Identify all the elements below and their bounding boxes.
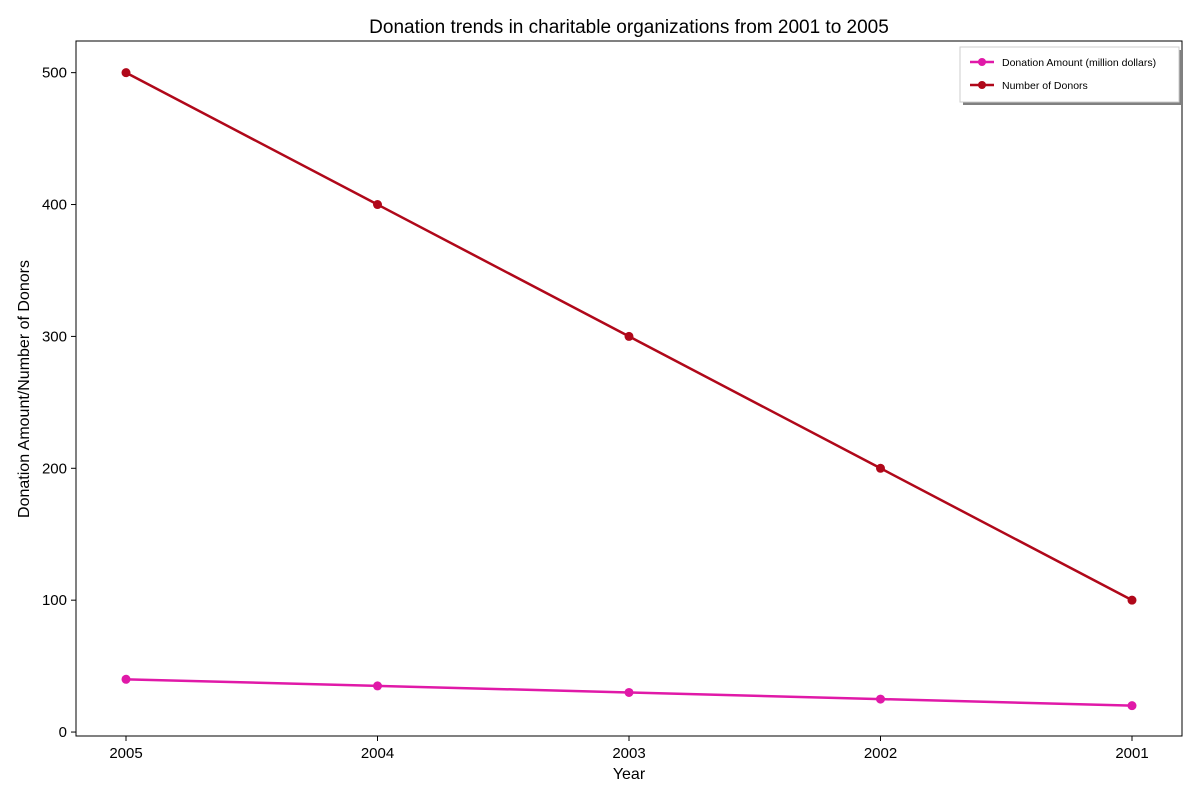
- series-1-point: [624, 687, 634, 697]
- series-2-point: [624, 331, 634, 341]
- series-layer: [121, 68, 1137, 711]
- legend-box: [959, 46, 1180, 103]
- y-tick-label: 400: [42, 197, 67, 214]
- series-2-point: [121, 68, 131, 78]
- plot-area: [75, 40, 1183, 737]
- y-tick-label: 300: [42, 328, 67, 345]
- series-1-point: [876, 694, 885, 704]
- x-tick-label: 2001: [1115, 745, 1148, 762]
- legend-label: Number of Donors: [1002, 80, 1088, 92]
- series-1-point: [373, 681, 382, 691]
- legend: Donation Amount (million dollars) Number …: [959, 46, 1182, 105]
- y-axis: 0 100 200 300 400 500: [42, 65, 76, 741]
- y-tick-label: 100: [42, 592, 67, 609]
- series-2-point: [876, 463, 885, 473]
- series-1-point: [1127, 701, 1137, 711]
- x-axis-title: Year: [613, 766, 646, 783]
- legend-label: Donation Amount (million dollars): [1002, 57, 1156, 69]
- x-tick-label: 2002: [864, 745, 897, 762]
- x-tick-label: 2005: [109, 745, 142, 762]
- y-tick-label: 0: [59, 724, 67, 741]
- series-2-point: [1127, 595, 1137, 605]
- legend-swatch-marker: [978, 58, 986, 66]
- y-tick-label: 500: [42, 65, 67, 82]
- x-axis: 2005 2004 2003 2002 2001: [109, 736, 1149, 762]
- legend-swatch-marker: [978, 81, 986, 89]
- series-1-point: [121, 674, 131, 684]
- x-tick-label: 2004: [361, 745, 394, 762]
- y-axis-title: Donation Amount/Number of Donors: [16, 260, 33, 518]
- y-tick-label: 200: [42, 460, 67, 477]
- x-tick-label: 2003: [612, 745, 645, 762]
- series-2-point: [373, 200, 382, 210]
- chart-title: Donation trends in charitable organizati…: [369, 17, 889, 38]
